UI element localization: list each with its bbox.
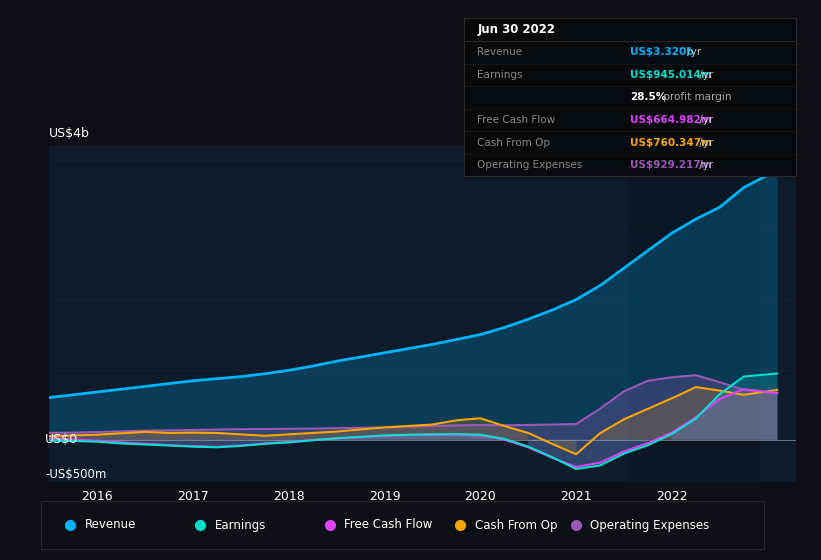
- Text: Jun 30 2022: Jun 30 2022: [477, 24, 555, 36]
- Text: /yr: /yr: [696, 160, 713, 170]
- Text: -US$500m: -US$500m: [45, 468, 107, 481]
- Text: Free Cash Flow: Free Cash Flow: [345, 519, 433, 531]
- Text: Free Cash Flow: Free Cash Flow: [477, 115, 555, 125]
- Bar: [629, 146, 758, 482]
- Text: US$945.014m: US$945.014m: [631, 70, 712, 80]
- Text: US$0: US$0: [45, 433, 78, 446]
- Text: US$3.320b: US$3.320b: [631, 47, 694, 57]
- Text: Earnings: Earnings: [214, 519, 266, 531]
- Text: /yr: /yr: [684, 47, 701, 57]
- Text: Cash From Op: Cash From Op: [475, 519, 557, 531]
- Text: Revenue: Revenue: [477, 47, 522, 57]
- Text: US$760.347m: US$760.347m: [631, 138, 712, 147]
- Text: Cash From Op: Cash From Op: [477, 138, 550, 147]
- Text: Revenue: Revenue: [85, 519, 135, 531]
- Text: US$929.217m: US$929.217m: [631, 160, 712, 170]
- Text: 28.5%: 28.5%: [631, 92, 667, 102]
- Text: /yr: /yr: [696, 138, 713, 147]
- Text: /yr: /yr: [696, 70, 713, 80]
- Text: Earnings: Earnings: [477, 70, 523, 80]
- Text: Operating Expenses: Operating Expenses: [477, 160, 582, 170]
- Text: US$664.982m: US$664.982m: [631, 115, 712, 125]
- Text: /yr: /yr: [696, 115, 713, 125]
- Text: profit margin: profit margin: [660, 92, 732, 102]
- Text: US$4b: US$4b: [49, 127, 90, 140]
- Text: Operating Expenses: Operating Expenses: [590, 519, 709, 531]
